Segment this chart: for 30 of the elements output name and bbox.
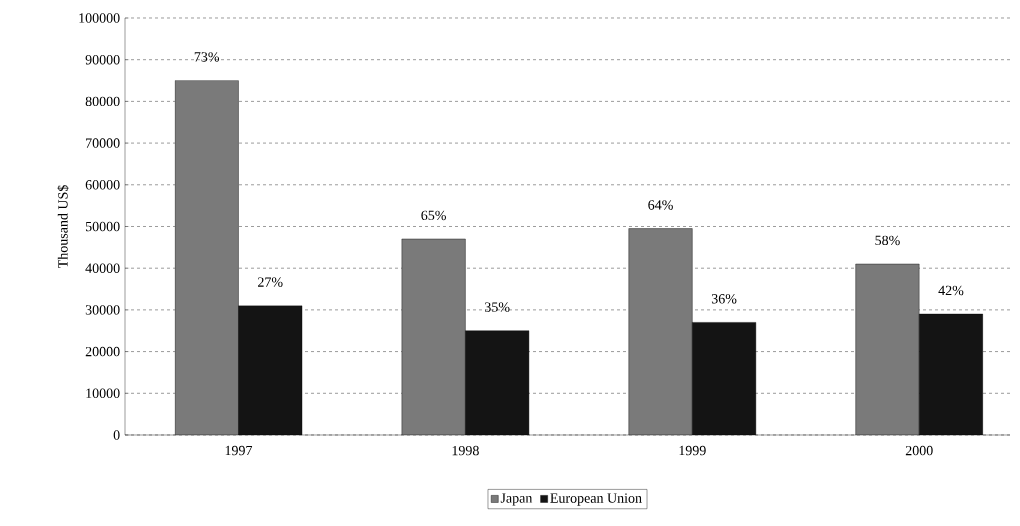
y-tick-label: 20000	[85, 346, 120, 357]
y-tick-label: 70000	[86, 138, 120, 148]
bar	[855, 263, 920, 435]
annotation: 65%	[421, 210, 446, 221]
bar	[628, 228, 693, 435]
annotation: 36%	[711, 294, 737, 304]
y-axis-title: Thousand US$	[57, 185, 69, 269]
legend-label: Japan	[500, 493, 533, 506]
y-tick-label: 40000	[85, 263, 120, 273]
y-tick-label: 10000	[86, 388, 120, 399]
x-tick-label: 2000	[905, 445, 933, 456]
y-tick-label: 90000	[85, 54, 120, 65]
y-tick-label: 80000	[85, 96, 120, 107]
y-tick-label: 0	[113, 430, 120, 440]
annotation: 73%	[194, 52, 220, 62]
annotation: 58%	[875, 235, 900, 246]
annotation: 64%	[648, 200, 673, 210]
x-tick-label: 1997	[225, 445, 253, 456]
bar	[401, 239, 466, 435]
y-tick-label: 30000	[85, 305, 120, 315]
annotation: 35%	[485, 302, 510, 312]
legend-label: European Union	[550, 493, 642, 506]
annotation: 27%	[258, 277, 283, 287]
y-tick-label: 60000	[85, 180, 120, 190]
bar	[174, 80, 239, 435]
annotation: 42%	[938, 285, 964, 296]
x-tick-label: 1999	[679, 445, 706, 456]
x-tick-label: 1998	[452, 445, 479, 456]
y-tick-label: 100000	[79, 13, 120, 23]
y-tick-label: 50000	[85, 221, 120, 232]
